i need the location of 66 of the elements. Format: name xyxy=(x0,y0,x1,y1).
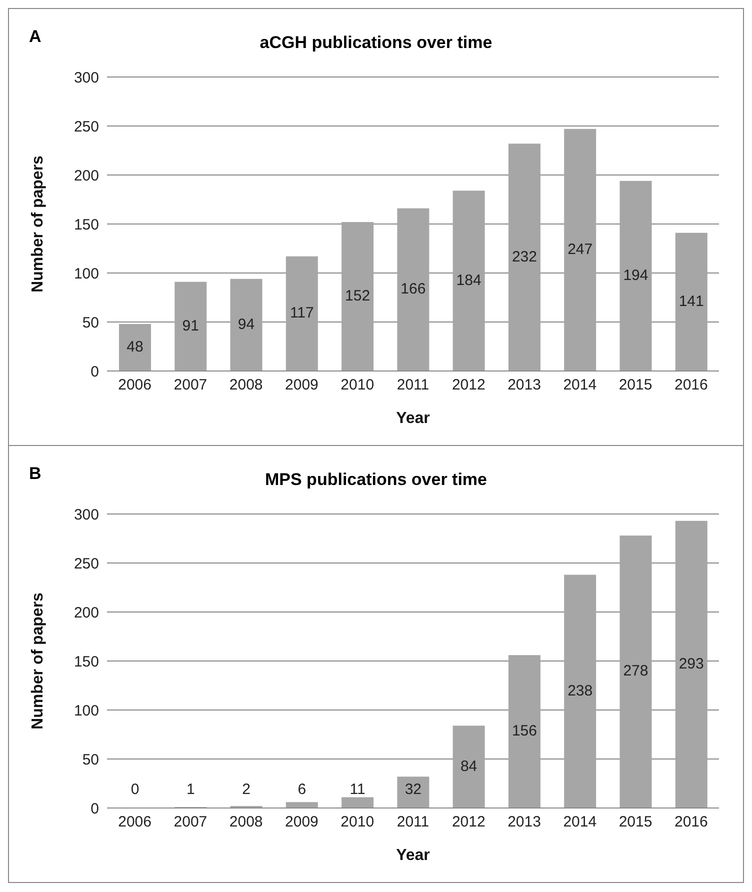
x-tick-label: 2011 xyxy=(396,814,430,831)
x-axis-title: Year xyxy=(396,847,430,864)
text: A xyxy=(29,27,42,47)
y-tick-label: 100 xyxy=(74,265,99,282)
chart-title: MPS publications over time xyxy=(265,470,487,489)
y-tick-label: 250 xyxy=(74,555,99,572)
x-tick-label: 2014 xyxy=(563,376,597,394)
x-tick-label: 2015 xyxy=(618,376,652,394)
data-label: 141 xyxy=(678,292,704,310)
data-label: 194 xyxy=(623,266,648,284)
x-tick-label: 2013 xyxy=(508,376,541,394)
y-tick-label: 150 xyxy=(74,653,99,670)
y-axis-title: Number of papers xyxy=(30,155,47,292)
data-label: 238 xyxy=(568,682,593,700)
y-tick-label: 300 xyxy=(74,506,99,524)
x-tick-label: 2015 xyxy=(618,814,652,831)
x-tick-label: 2014 xyxy=(563,814,597,831)
x-tick-label: 2007 xyxy=(174,376,208,394)
x-tick-label: 2010 xyxy=(340,814,374,831)
data-label: 1 xyxy=(186,780,195,798)
x-tick-label: 2013 xyxy=(508,814,541,831)
text: B xyxy=(29,464,42,484)
x-tick-label: 2008 xyxy=(229,376,263,394)
y-tick-label: 50 xyxy=(82,751,99,768)
y-tick-label: 200 xyxy=(74,167,99,184)
x-tick-label: 2016 xyxy=(674,814,708,831)
x-tick-label: 2009 xyxy=(285,814,318,831)
data-label: 94 xyxy=(238,316,255,333)
y-axis-title: Number of papers xyxy=(30,592,47,730)
x-tick-label: 2009 xyxy=(285,376,318,394)
x-tick-label: 2012 xyxy=(452,814,486,831)
x-axis-title: Year xyxy=(396,410,430,427)
data-label: 11 xyxy=(350,780,366,798)
y-tick-label: 200 xyxy=(74,604,99,622)
y-tick-label: 50 xyxy=(82,314,99,332)
y-tick-label: 100 xyxy=(74,702,99,720)
data-label: 6 xyxy=(298,780,306,798)
x-tick-label: 2010 xyxy=(340,376,374,394)
data-label: 0 xyxy=(130,780,140,798)
data-label: 166 xyxy=(400,280,426,298)
x-tick-label: 2012 xyxy=(452,376,486,394)
y-tick-label: 150 xyxy=(74,216,99,234)
x-tick-label: 2006 xyxy=(118,814,152,831)
chart-title: aCGH publications over time xyxy=(260,33,492,52)
data-label: 84 xyxy=(460,758,478,775)
data-label: 152 xyxy=(345,287,370,304)
x-tick-label: 2016 xyxy=(674,376,708,394)
data-label: 2 xyxy=(242,780,250,798)
data-label: 156 xyxy=(512,722,537,740)
data-label: 91 xyxy=(182,317,199,334)
data-label: 232 xyxy=(512,248,537,266)
data-label: 278 xyxy=(623,662,648,680)
data-label: 32 xyxy=(404,780,422,798)
y-tick-label: 0 xyxy=(90,363,99,380)
x-tick-label: 2008 xyxy=(229,814,263,831)
data-label: 117 xyxy=(290,304,314,322)
y-tick-label: 0 xyxy=(90,800,99,818)
x-tick-label: 2011 xyxy=(396,376,430,394)
data-label: 247 xyxy=(568,240,593,258)
data-label: 184 xyxy=(456,272,482,289)
data-label: 48 xyxy=(126,338,144,356)
y-tick-label: 300 xyxy=(74,69,99,86)
x-tick-label: 2006 xyxy=(118,376,152,394)
x-tick-label: 2007 xyxy=(174,814,208,831)
y-tick-label: 250 xyxy=(74,118,99,136)
data-label: 293 xyxy=(678,655,704,672)
